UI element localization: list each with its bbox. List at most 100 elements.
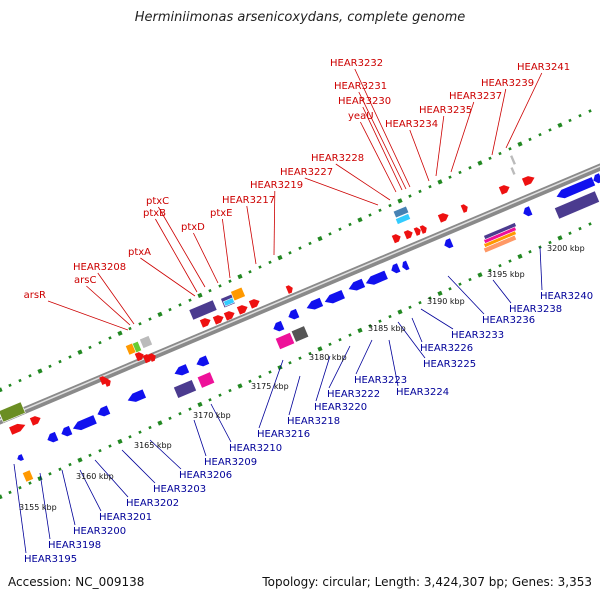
reverse-label-leader [492,279,512,304]
forward-label-leader [47,300,129,331]
reverse-gene-label: HEAR3201 [99,512,152,523]
upper-row-tick [578,114,582,118]
lower-row-tick [268,370,272,374]
reverse-gene [365,270,388,285]
upper-row-tick [88,345,92,350]
lower-row-tick [258,374,262,379]
reverse-label-leader [288,375,301,416]
forward-label-leader [222,218,231,279]
upper-row-tick [378,208,382,213]
upper-row-tick [308,241,312,246]
forward-gene [29,416,41,426]
forward-gene [9,423,26,435]
reverse-gene-label: HEAR3202 [126,498,179,509]
lower-row-tick [218,393,222,397]
scale-label: 3185 kbp [368,324,406,333]
forward-gene-label: ptxA [128,247,151,258]
lower-row-tick [328,342,332,347]
lower-row-tick [0,494,3,500]
reverse-label-leader [397,321,426,359]
upper-row-tick [557,122,563,128]
lower-row-tick [408,305,412,309]
upper-row-tick [437,179,443,185]
upper-row-tick [228,279,232,283]
upper-row-tick [368,213,372,217]
lower-row-tick [108,444,112,448]
reverse-gene-label: HEAR3223 [354,375,407,386]
reverse-gene [97,405,111,417]
forward-label-leader [193,232,219,284]
gene-cluster-box [21,469,35,483]
upper-row-tick [48,364,52,369]
upper-row-tick [298,246,302,250]
lower-row-tick [197,401,203,408]
upper-row-tick [77,349,83,355]
reverse-label-leader [94,459,129,498]
leader-lines-layer [13,68,543,554]
upper-row-tick [178,303,182,307]
upper-row-tick [37,368,43,374]
reverse-gene [391,263,401,274]
lower-row-tick [348,333,352,337]
reverse-gene-label: HEAR3209 [204,457,257,468]
reverse-gene-label: HEAR3210 [229,443,282,454]
upper-row-tick [338,227,342,231]
lower-row-tick [508,259,512,263]
upper-row-tick [317,236,323,242]
reverse-gene [556,177,596,199]
forward-gene [212,315,224,325]
lower-row-tick [157,420,163,426]
forward-label-leader [354,68,411,188]
forward-gene-label: HEAR3235 [419,105,472,116]
forward-label-leader [158,206,206,288]
upper-row-tick [357,217,363,223]
upper-row-tick [348,222,352,227]
forward-gene [103,378,111,387]
upper-row-tick [268,260,272,265]
reverse-label-leader [210,403,232,443]
scale-label: 3195 kbp [487,270,525,279]
reverse-label-leader [258,359,284,429]
forward-label-leader [155,218,198,293]
lower-row-tick [148,425,152,430]
genome-backbone [0,163,600,425]
forward-gene [391,234,401,244]
reverse-gene-label: HEAR3218 [287,416,340,427]
forward-gene [148,353,156,362]
reverse-gene [17,454,24,461]
lower-row-tick [548,240,552,245]
reverse-label-leader [447,275,485,315]
lower-row-tick [68,462,72,467]
forward-gene-label: ptxE [210,208,233,219]
upper-row-tick [508,147,512,151]
forward-gene [413,227,421,236]
forward-label-leader [86,285,131,326]
lower-row-tick [557,235,563,241]
forward-label-leader [304,177,379,206]
lower-row-tick [357,327,363,334]
forward-label-leader [505,72,543,149]
forward-gene-label: arsC [74,275,96,286]
reverse-gene [47,431,59,443]
lower-row-tick [477,272,483,278]
reverse-label-leader [355,339,373,375]
gene-cluster-box [483,222,517,240]
lower-row-tick [437,290,443,297]
forward-gene-label: HEAR3217 [222,195,275,206]
upper-row-tick [197,292,203,299]
forward-gene-label: HEAR3239 [481,78,534,89]
forward-gene [142,354,152,364]
gene-cluster-box [196,371,216,389]
upper-row-tick [218,284,222,288]
reverse-gene-label: HEAR3222 [327,389,380,400]
gene-cluster-box [223,297,235,307]
forward-gene [248,299,260,309]
forward-label-leader [450,101,475,173]
scale-label: 3180 kbp [309,353,347,362]
reverse-gene-label: HEAR3236 [482,315,535,326]
lower-row-tick [378,319,382,323]
gene-cluster-box [173,379,197,399]
genome-stats-text: Topology: circular; Length: 3,424,307 bp… [262,575,592,589]
upper-row-tick [18,378,22,383]
